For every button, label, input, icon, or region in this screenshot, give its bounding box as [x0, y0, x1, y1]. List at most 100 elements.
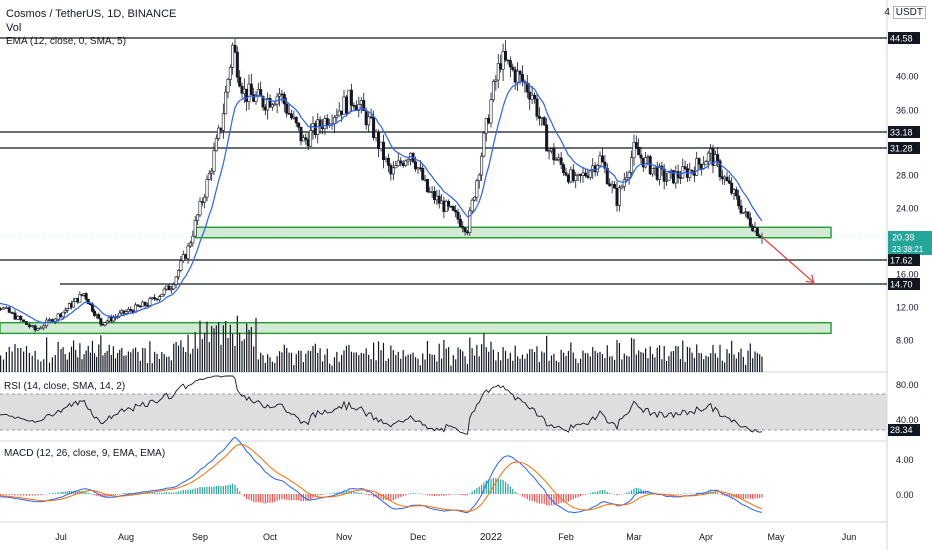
- candle-body: [697, 158, 701, 165]
- volume-bar: [239, 332, 241, 372]
- candle-body: [739, 205, 743, 214]
- macd-histogram-bar: [98, 494, 100, 497]
- macd-histogram-bar: [211, 487, 213, 494]
- macd-histogram-bar: [180, 490, 182, 494]
- macd-histogram-bar: [225, 485, 227, 494]
- volume-bar: [640, 352, 642, 372]
- candle-body: [270, 104, 274, 108]
- volume-bar: [752, 358, 754, 372]
- macd-histogram-bar: [302, 494, 305, 502]
- macd-histogram-bar: [422, 494, 424, 495]
- macd-histogram-bar: [14, 494, 16, 496]
- volume-bar: [246, 323, 248, 372]
- candle-body: [625, 177, 629, 181]
- candle-body: [603, 161, 607, 169]
- macd-histogram-bar: [548, 494, 550, 506]
- volume-bar: [529, 349, 531, 372]
- macd-histogram-bar: [199, 487, 201, 494]
- volume-bar: [264, 362, 266, 372]
- volume-bar: [696, 344, 698, 372]
- volume-bar: [112, 346, 115, 372]
- time-tick-label: May: [767, 532, 785, 542]
- price-level-tag-text: 33.18: [890, 128, 913, 138]
- macd-histogram-bar: [440, 494, 443, 496]
- volume-bar: [457, 347, 459, 372]
- volume-bar: [731, 340, 733, 372]
- volume-bar: [665, 360, 668, 372]
- volume-bar: [738, 352, 740, 372]
- volume-bar: [119, 349, 121, 372]
- macd-histogram-bar: [281, 494, 283, 500]
- macd-histogram-bar: [459, 494, 461, 495]
- volume-bar: [243, 339, 245, 372]
- volume-bar: [436, 361, 438, 372]
- macd-histogram-bar: [246, 494, 248, 500]
- macd-histogram-bar: [618, 494, 621, 495]
- volume-bar: [633, 339, 635, 372]
- macd-histogram-bar: [543, 494, 545, 504]
- volume-bar: [298, 350, 300, 372]
- candle-body: [463, 227, 467, 233]
- volume-bar: [661, 359, 663, 372]
- volume-bar: [79, 343, 81, 372]
- candle-body: [667, 172, 671, 181]
- candle-body: [287, 112, 291, 115]
- candle-body: [513, 69, 517, 83]
- candle-body: [347, 89, 351, 114]
- macd-histogram-bar: [630, 490, 633, 494]
- candle-body: [442, 200, 446, 212]
- candle-body: [1, 307, 6, 310]
- candle-body: [401, 162, 405, 166]
- volume-bar: [609, 356, 611, 372]
- volume-bar: [70, 346, 73, 372]
- volume-bar: [89, 352, 91, 372]
- candle-body: [226, 79, 230, 93]
- volume-bar: [553, 353, 555, 372]
- volume-bar: [154, 351, 156, 372]
- rsi-value-tag: [888, 424, 920, 436]
- macd-histogram-bar: [397, 494, 399, 498]
- macd-histogram-bar: [675, 494, 677, 495]
- candle-body: [384, 157, 388, 161]
- volume-bar: [626, 355, 628, 372]
- candle-body: [432, 191, 436, 201]
- volume-bar: [712, 344, 714, 372]
- macd-histogram-bar: [208, 486, 210, 494]
- candle-body: [695, 158, 699, 176]
- volume-bar: [305, 353, 307, 372]
- macd-histogram-bar: [670, 494, 672, 495]
- macd-histogram-bar: [365, 494, 367, 495]
- volume-bar: [604, 358, 606, 372]
- macd-histogram-bar: [262, 494, 264, 504]
- volume-bar: [87, 345, 89, 372]
- macd-histogram-bar: [592, 492, 594, 494]
- candle-body: [33, 325, 37, 331]
- macd-histogram-bar: [450, 494, 452, 495]
- candle-body: [535, 98, 539, 117]
- macd-histogram-bar: [271, 494, 273, 503]
- candle-body: [399, 160, 403, 164]
- price-tick-label: 24.00: [896, 204, 919, 214]
- volume-bar: [543, 352, 545, 372]
- volume-bar: [234, 345, 236, 372]
- volume-bar: [34, 350, 36, 372]
- candle-body: [416, 167, 420, 170]
- volume-bar: [314, 343, 316, 372]
- macd-histogram-bar: [11, 494, 13, 496]
- macd-histogram-bar: [419, 493, 421, 494]
- volume-bar: [466, 363, 469, 372]
- volume-bar: [589, 356, 591, 372]
- macd-histogram-bar: [679, 494, 682, 495]
- candle-body: [188, 242, 192, 247]
- macd-histogram-bar: [40, 494, 42, 496]
- volume-bar: [81, 359, 83, 372]
- volume-bar: [531, 349, 533, 372]
- volume-bar: [582, 350, 584, 372]
- candle-body: [394, 165, 398, 169]
- macd-histogram-bar: [278, 494, 281, 500]
- candle-body: [437, 195, 441, 204]
- macd-histogram-bar: [599, 490, 601, 494]
- candle-body: [61, 311, 65, 318]
- volume-bar: [127, 351, 129, 372]
